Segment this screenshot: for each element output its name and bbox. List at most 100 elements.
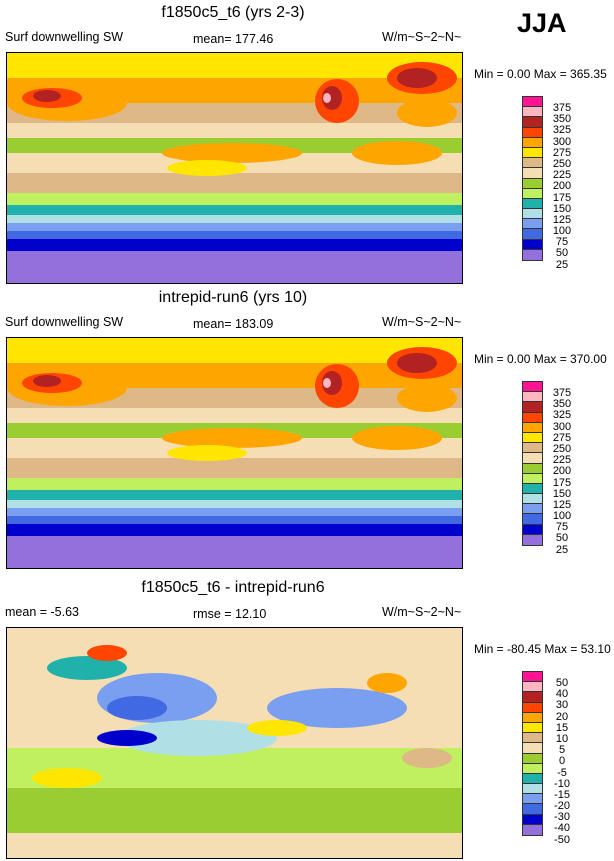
colorbar-swatch xyxy=(523,402,542,413)
colorbar-swatch xyxy=(523,814,542,825)
contour-region xyxy=(167,445,247,461)
contour-region xyxy=(47,656,127,680)
colorbar-swatch xyxy=(523,412,542,423)
control-title: f1850c5_t6 (yrs 2-3) xyxy=(161,4,305,21)
test-units-label: W/m~S~2~N~ xyxy=(382,315,462,329)
contour-band xyxy=(7,788,462,838)
colorbar-swatch xyxy=(523,188,542,199)
contour-band xyxy=(7,408,462,423)
colorbar-swatch xyxy=(523,763,542,774)
colorbar-label: 125 xyxy=(552,498,572,511)
contour-region xyxy=(162,143,302,163)
difference-minmax: Min = -80.45 Max = 53.10 xyxy=(474,642,611,656)
colorbar-swatch xyxy=(523,127,542,138)
colorbar-label: 375 xyxy=(552,102,572,114)
colorbar-swatch xyxy=(523,712,542,723)
season-label: JJA xyxy=(517,8,567,38)
colorbar-label: 325 xyxy=(552,409,572,422)
contour-band xyxy=(7,338,462,363)
contour-band xyxy=(7,524,462,536)
colorbar-swatch xyxy=(523,504,542,515)
test-minmax: Min = 0.00 Max = 370.00 xyxy=(474,352,607,366)
contour-region xyxy=(323,93,331,103)
test-title: intrepid-run6 (yrs 10) xyxy=(158,289,308,306)
colorbar-swatch xyxy=(523,804,542,815)
colorbar-label: 200 xyxy=(552,465,572,478)
colorbar-label: 40 xyxy=(555,688,569,701)
colorbar-swatch xyxy=(523,198,542,210)
colorbar-swatch xyxy=(523,137,542,148)
colorbar-label: 50 xyxy=(555,532,569,545)
colorbar-label: 275 xyxy=(552,146,572,159)
colorbar-label: 200 xyxy=(552,180,572,193)
colorbar-swatch xyxy=(523,702,542,713)
colorbar-label: 225 xyxy=(552,169,572,182)
colorbar-label: 225 xyxy=(552,454,572,467)
contour-region xyxy=(247,720,307,736)
contour-region xyxy=(323,378,331,388)
colorbar-swatch xyxy=(523,219,542,230)
colorbar-swatch xyxy=(523,178,542,189)
control-center-label: mean= 177.46 xyxy=(193,32,274,46)
colorbar-label: -40 xyxy=(554,822,570,835)
colorbar-swatch xyxy=(523,794,542,805)
colorbar-label: 250 xyxy=(552,442,572,455)
colorbar-swatch xyxy=(523,483,542,495)
colorbar-label: 375 xyxy=(552,387,572,399)
contour-band xyxy=(7,490,462,500)
colorbar-swatch xyxy=(523,422,542,433)
difference-title: f1850c5_t6 - intrepid-run6 xyxy=(141,579,325,596)
difference-map xyxy=(6,627,463,859)
colorbar-swatch xyxy=(523,773,542,785)
colorbar-swatch xyxy=(523,107,542,118)
colorbar-swatch xyxy=(523,514,542,525)
colorbar-label: 25 xyxy=(555,258,569,271)
colorbar-swatch xyxy=(523,824,542,835)
control-left-label: Surf downwelling SW xyxy=(5,30,124,44)
contour-region xyxy=(107,696,167,720)
contour-band xyxy=(7,500,462,508)
contour-region xyxy=(32,768,102,788)
test-map xyxy=(6,337,463,569)
control-minmax: Min = 0.00 Max = 365.35 xyxy=(474,67,607,81)
colorbar-swatch xyxy=(523,382,542,393)
colorbar-label: 150 xyxy=(552,202,572,215)
colorbar-swatch xyxy=(523,494,542,505)
contour-band xyxy=(7,251,462,283)
contour-band xyxy=(7,516,462,524)
contour-region xyxy=(87,645,127,661)
colorbar-label: -20 xyxy=(554,800,570,813)
contour-region xyxy=(322,86,342,110)
colorbar-label: 75 xyxy=(555,236,569,249)
colorbar-swatch xyxy=(523,147,542,159)
colorbar-label: 150 xyxy=(552,487,572,500)
contour-region xyxy=(117,720,277,756)
colorbar-swatch xyxy=(523,524,542,535)
control-map xyxy=(6,52,463,284)
test-colorbar-labels: 375 350 325 300 275 250 225 200 175 150 125 100 75 50… xyxy=(547,387,577,556)
colorbar-label: 50 xyxy=(555,677,569,689)
control-colorbar xyxy=(522,96,543,261)
colorbar-label: 175 xyxy=(552,191,572,204)
colorbar-swatch xyxy=(523,432,542,444)
contour-region xyxy=(33,90,61,102)
contour-band xyxy=(7,205,462,215)
contour-region xyxy=(162,428,302,448)
contour-region xyxy=(33,375,61,387)
colorbar-label: -10 xyxy=(554,777,570,790)
contour-band xyxy=(7,508,462,516)
colorbar-label: -15 xyxy=(554,788,570,801)
colorbar-swatch xyxy=(523,692,542,703)
colorbar-swatch xyxy=(523,239,542,250)
test-left-label: Surf downwelling SW xyxy=(5,315,124,329)
test-center-label: mean= 183.09 xyxy=(193,317,274,331)
colorbar-label: 25 xyxy=(555,543,569,556)
colorbar-label: 5 xyxy=(558,744,566,757)
colorbar-swatch xyxy=(523,463,542,474)
contour-region xyxy=(352,141,442,165)
contour-band xyxy=(7,53,462,78)
colorbar-swatch xyxy=(523,722,542,734)
difference-center-label: rmse = 12.10 xyxy=(193,607,267,621)
control-colorbar-labels: 375 350 325 300 275 250 225 200 175 150 125 100 75 50… xyxy=(547,102,577,271)
contour-region xyxy=(352,426,442,450)
